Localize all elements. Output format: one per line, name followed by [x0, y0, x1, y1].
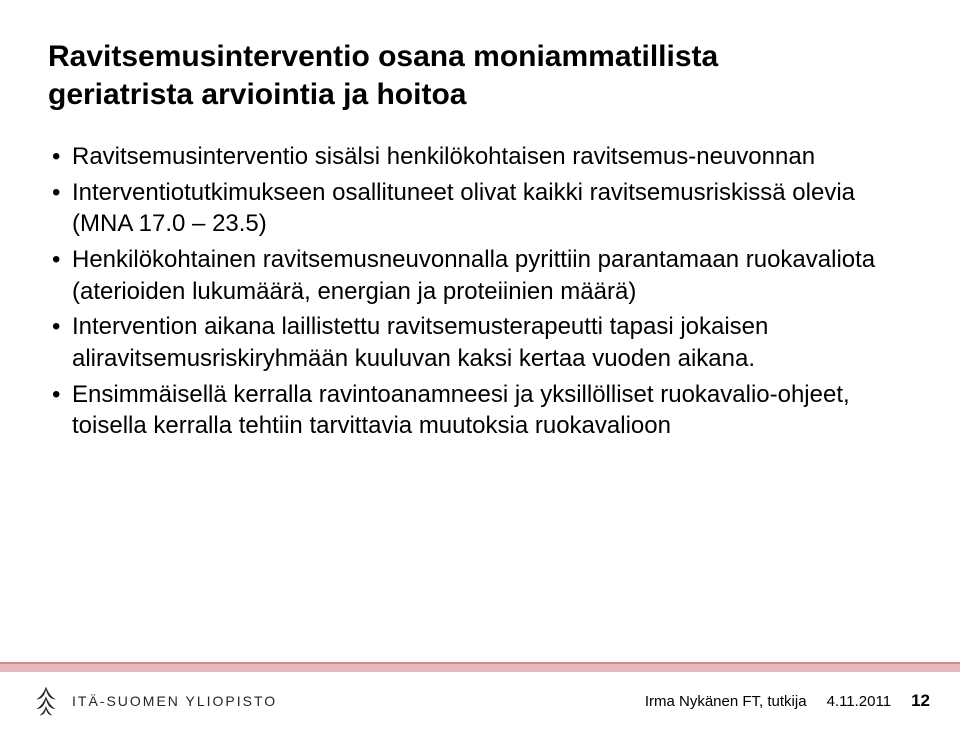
footer-divider-bar [0, 662, 960, 672]
slide-title: Ravitsemusinterventio osana moniammatill… [48, 38, 912, 113]
bullet-text: Henkilökohtainen ravitsemusneuvonnalla p… [72, 246, 875, 305]
bullet-item: Intervention aikana laillistettu ravitse… [52, 311, 912, 374]
university-leaf-icon [30, 685, 62, 717]
bullet-text: Ensimmäisellä kerralla ravintoanamneesi … [72, 381, 850, 440]
author-name: Irma Nykänen FT, tutkija [645, 693, 807, 710]
bullet-item: Ensimmäisellä kerralla ravintoanamneesi … [52, 379, 912, 442]
bullet-item: Interventiotutkimukseen osallituneet oli… [52, 177, 912, 240]
university-logo-block: ITÄ-SUOMEN YLIOPISTO [30, 685, 277, 717]
slide-date: 4.11.2011 [827, 693, 892, 710]
bullet-text: Interventiotutkimukseen osallituneet oli… [72, 179, 855, 238]
bullet-item: Henkilökohtainen ravitsemusneuvonnalla p… [52, 244, 912, 307]
slide: Ravitsemusinterventio osana moniammatill… [0, 0, 960, 730]
title-line-1: Ravitsemusinterventio osana moniammatill… [48, 40, 718, 73]
bullet-item: Ravitsemusinterventio sisälsi henkilökoh… [52, 141, 912, 173]
bullet-text: Ravitsemusinterventio sisälsi henkilökoh… [72, 143, 815, 170]
title-line-2: geriatrista arviointia ja hoitoa [48, 78, 466, 111]
bullet-text: Intervention aikana laillistettu ravitse… [72, 313, 768, 372]
footer: ITÄ-SUOMEN YLIOPISTO Irma Nykänen FT, tu… [0, 672, 960, 730]
university-name: ITÄ-SUOMEN YLIOPISTO [72, 693, 277, 709]
footer-meta: Irma Nykänen FT, tutkija 4.11.2011 12 [645, 691, 930, 711]
bullet-list: Ravitsemusinterventio sisälsi henkilökoh… [48, 141, 912, 442]
page-number: 12 [911, 691, 930, 711]
